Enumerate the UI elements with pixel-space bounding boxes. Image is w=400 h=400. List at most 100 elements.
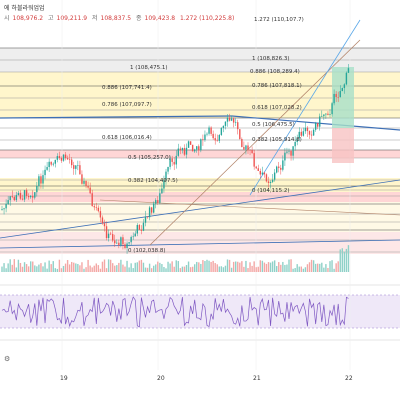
volume-bar <box>155 264 157 272</box>
volume-bar <box>3 263 5 272</box>
volume-bar <box>265 263 268 272</box>
candle-body <box>13 197 15 201</box>
volume-bar <box>114 265 116 272</box>
volume-bar <box>179 268 182 272</box>
candle-body <box>142 222 145 231</box>
candle-body <box>32 195 34 198</box>
candle-body <box>68 159 71 160</box>
candle-body <box>306 127 309 132</box>
candle-body <box>7 200 9 205</box>
candle-body <box>325 113 327 115</box>
volume-bar <box>204 261 206 272</box>
volume-bar <box>60 268 63 272</box>
candle-body <box>327 113 329 115</box>
candle-body <box>3 208 5 210</box>
volume-bar <box>292 268 294 272</box>
candle-body <box>116 242 118 244</box>
volume-bar <box>300 266 302 272</box>
red-band <box>0 150 400 158</box>
volume-bar <box>251 265 253 272</box>
volume-bar <box>255 267 257 272</box>
volume-bar <box>48 260 50 272</box>
candle-body <box>128 242 130 244</box>
high-value: 109,211.9 <box>56 15 88 22</box>
fib-level-label: 0.382 (105,914.8) <box>252 137 302 143</box>
candle-body <box>112 234 114 241</box>
candle-body <box>132 236 134 238</box>
candle-body <box>150 207 153 213</box>
volume-bar <box>126 260 128 272</box>
volume-bar <box>253 261 255 272</box>
volume-bar <box>116 265 118 272</box>
candle-body <box>269 181 272 183</box>
fib-level-label: 0.886 (107,741.4) <box>102 85 152 91</box>
candle-body <box>107 233 110 238</box>
candle-body <box>196 146 198 150</box>
candle-body <box>282 160 284 170</box>
fib-level-label: 0.786 (107,818.1) <box>252 83 302 89</box>
candle-body <box>83 180 85 184</box>
volume-bar <box>335 263 337 272</box>
candle-body <box>109 233 112 235</box>
volume-bar <box>146 267 149 272</box>
volume-bar <box>286 264 288 272</box>
volume-bar <box>290 259 292 272</box>
volume-bar <box>142 262 145 272</box>
candle-body <box>46 167 48 170</box>
candle-body <box>36 186 38 193</box>
volume-bar <box>83 268 85 272</box>
volume-bar <box>312 260 315 272</box>
volume-bar <box>247 268 249 272</box>
candle-body <box>54 159 56 164</box>
volume-bar <box>23 262 26 272</box>
volume-bar <box>5 268 7 272</box>
candle-body <box>91 193 93 207</box>
candle-body <box>126 243 128 249</box>
candle-body <box>144 216 147 223</box>
candle-body <box>167 166 169 172</box>
rsi-band <box>0 295 400 328</box>
candle-body <box>310 134 313 136</box>
x-axis-label-21: 21 <box>253 375 261 382</box>
candle-body <box>194 149 196 152</box>
volume-bar <box>103 259 106 272</box>
volume-bar <box>200 263 202 272</box>
candle-body <box>1 209 3 210</box>
candle-body <box>308 131 311 135</box>
volume-bar <box>11 264 13 272</box>
candle-body <box>304 127 307 132</box>
volume-bar <box>85 267 87 272</box>
volume-bar <box>314 263 317 272</box>
volume-bar <box>206 259 208 272</box>
candle-body <box>103 223 106 227</box>
volume-bar <box>308 262 311 272</box>
volume-bar <box>294 268 296 272</box>
volume-bar <box>263 262 266 272</box>
candle-body <box>290 150 292 156</box>
candle-body <box>44 169 46 176</box>
volume-bar <box>310 259 313 272</box>
candle-body <box>329 114 331 115</box>
volume-bar <box>269 262 272 272</box>
candle-body <box>314 123 317 130</box>
candle-body <box>312 129 315 136</box>
volume-bar <box>241 261 243 272</box>
volume-bar <box>237 261 239 272</box>
candle-body <box>321 116 323 117</box>
volume-bar <box>228 259 231 272</box>
candle-body <box>191 144 194 152</box>
candle-body <box>317 123 319 127</box>
gear-icon[interactable]: ⚙ <box>4 355 11 363</box>
symbol-note: 에 하블라워업업 <box>4 5 45 12</box>
volume-bar <box>196 261 198 272</box>
candle-body <box>56 156 59 160</box>
fib-level-label: 0.382 (104,497.5) <box>128 178 178 184</box>
position-profit-box <box>332 67 354 128</box>
volume-bar <box>107 259 110 272</box>
candle-body <box>146 216 149 218</box>
candle-body <box>265 174 268 182</box>
candle-body <box>120 237 122 246</box>
candle-body <box>343 84 346 89</box>
volume-bar <box>261 260 264 272</box>
